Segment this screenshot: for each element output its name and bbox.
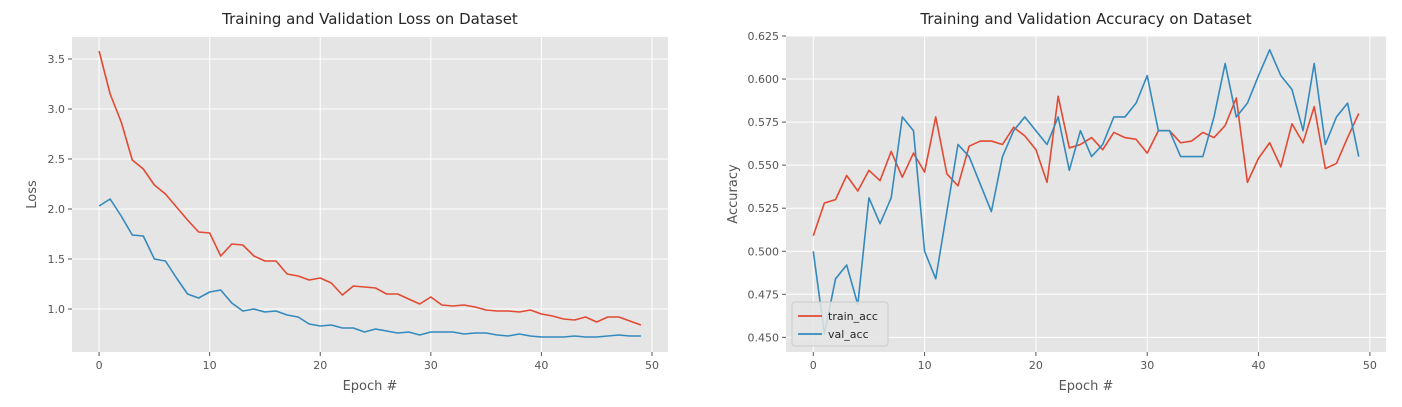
accuracy-y-tick-label: 0.550 <box>748 159 780 172</box>
accuracy-plot-area <box>786 36 1386 352</box>
accuracy-y-tick-label: 0.575 <box>748 116 780 129</box>
loss-y-tick-label: 3.0 <box>48 103 66 116</box>
accuracy-y-tick-label: 0.475 <box>748 288 780 301</box>
accuracy-x-tick-label: 50 <box>1363 359 1377 372</box>
accuracy-x-tick-label: 10 <box>918 359 932 372</box>
loss-y-tick-label: 1.5 <box>48 253 66 266</box>
loss-y-tick-label: 2.5 <box>48 153 66 166</box>
accuracy-y-tick-label: 0.525 <box>748 202 780 215</box>
loss-chart-title: Training and Validation Loss on Dataset <box>221 10 518 28</box>
accuracy-y-tick-label: 0.500 <box>748 245 780 258</box>
loss-plot-area <box>72 37 668 352</box>
accuracy-chart: 0 10 20 30 40 50 0.450 0.475 0.500 0.525 0.550 0.57… <box>726 10 1386 394</box>
loss-y-tick-label: 3.5 <box>48 53 66 66</box>
accuracy-chart-title: Training and Validation Accuracy on Data… <box>919 10 1251 28</box>
loss-series-line-1 <box>98 198 641 338</box>
loss-y-axis-label: Loss <box>25 180 40 209</box>
accuracy-x-tick-label: 20 <box>1029 359 1043 372</box>
accuracy-y-tick-label: 0.625 <box>748 30 780 43</box>
loss-x-tick-label: 30 <box>424 359 438 372</box>
loss-x-tick-label: 20 <box>313 359 327 372</box>
accuracy-y-tick-label: 0.600 <box>748 73 780 86</box>
accuracy-series-line-train-acc <box>812 95 1360 237</box>
accuracy-y-tick-label: 0.450 <box>748 331 780 344</box>
accuracy-series-line-val-acc <box>812 48 1360 335</box>
accuracy-x-axis-label: Epoch # <box>1059 379 1114 394</box>
loss-y-tick-label: 2.0 <box>48 203 66 216</box>
loss-series-line-0 <box>98 50 642 326</box>
loss-x-tick-label: 0 <box>96 359 103 372</box>
loss-x-tick-label: 40 <box>534 359 548 372</box>
accuracy-y-axis-label: Accuracy <box>726 164 741 224</box>
loss-chart: 0 10 20 30 40 50 1.0 1.5 2.0 2.5 3.0 3.5 Training an… <box>25 10 668 394</box>
loss-x-tick-label: 50 <box>645 359 659 372</box>
loss-x-tick-label: 10 <box>203 359 217 372</box>
accuracy-x-tick-label: 30 <box>1140 359 1154 372</box>
accuracy-legend-label-val-acc: val_acc <box>828 328 869 341</box>
accuracy-legend-label-train-acc: train_acc <box>828 310 878 323</box>
loss-y-tick-label: 1.0 <box>48 303 66 316</box>
accuracy-x-tick-label: 0 <box>810 359 817 372</box>
accuracy-legend <box>791 301 889 347</box>
loss-x-axis-label: Epoch # <box>343 379 398 394</box>
accuracy-x-tick-label: 40 <box>1252 359 1266 372</box>
